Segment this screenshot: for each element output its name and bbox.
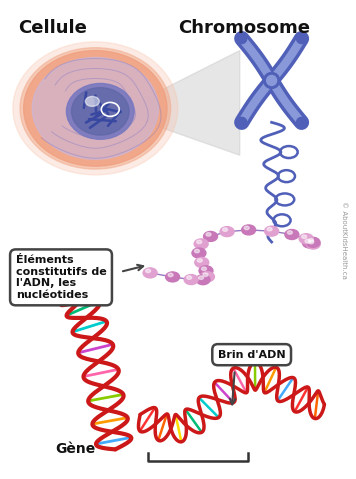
- Ellipse shape: [192, 248, 206, 258]
- Ellipse shape: [146, 269, 151, 273]
- Ellipse shape: [184, 274, 198, 285]
- Ellipse shape: [194, 249, 199, 253]
- Ellipse shape: [265, 226, 279, 236]
- Ellipse shape: [187, 276, 192, 279]
- Ellipse shape: [23, 51, 167, 166]
- Ellipse shape: [306, 237, 320, 247]
- Ellipse shape: [237, 34, 247, 44]
- Ellipse shape: [194, 239, 208, 249]
- Ellipse shape: [237, 117, 247, 127]
- Ellipse shape: [302, 235, 307, 239]
- Text: Éléments
constitutifs de
l'ADN, les
nucléotides: Éléments constitutifs de l'ADN, les nucl…: [16, 255, 106, 300]
- Ellipse shape: [220, 227, 234, 237]
- Text: Chromosome: Chromosome: [178, 19, 310, 36]
- Text: Cellule: Cellule: [19, 19, 88, 36]
- Ellipse shape: [204, 231, 218, 241]
- Ellipse shape: [168, 273, 173, 277]
- Ellipse shape: [199, 266, 213, 276]
- Text: Gène: Gène: [56, 443, 96, 456]
- Ellipse shape: [297, 117, 307, 127]
- Ellipse shape: [195, 258, 209, 267]
- Ellipse shape: [267, 228, 272, 231]
- Ellipse shape: [206, 233, 211, 236]
- Text: Brin d'ADN: Brin d'ADN: [218, 350, 286, 360]
- Ellipse shape: [67, 83, 134, 139]
- Ellipse shape: [305, 239, 310, 243]
- Ellipse shape: [303, 238, 316, 248]
- Ellipse shape: [85, 96, 99, 106]
- Ellipse shape: [309, 240, 314, 244]
- Ellipse shape: [203, 273, 208, 276]
- Ellipse shape: [306, 239, 320, 249]
- Ellipse shape: [222, 228, 227, 231]
- Ellipse shape: [297, 34, 307, 44]
- Ellipse shape: [242, 225, 256, 235]
- Ellipse shape: [199, 276, 204, 279]
- Ellipse shape: [32, 57, 158, 160]
- Ellipse shape: [13, 42, 178, 175]
- Ellipse shape: [197, 240, 201, 244]
- Ellipse shape: [20, 47, 171, 169]
- Ellipse shape: [287, 231, 292, 234]
- Ellipse shape: [72, 88, 129, 135]
- Ellipse shape: [201, 267, 206, 271]
- Polygon shape: [129, 51, 240, 155]
- Ellipse shape: [166, 272, 179, 282]
- Ellipse shape: [264, 72, 279, 89]
- Ellipse shape: [267, 76, 277, 85]
- Text: © AboutKidsHealth.ca: © AboutKidsHealth.ca: [341, 201, 347, 279]
- Ellipse shape: [196, 274, 210, 285]
- Ellipse shape: [197, 259, 202, 262]
- Ellipse shape: [200, 272, 214, 282]
- Ellipse shape: [299, 234, 313, 244]
- Ellipse shape: [143, 268, 157, 278]
- Ellipse shape: [309, 239, 314, 242]
- Ellipse shape: [285, 229, 299, 240]
- Ellipse shape: [244, 226, 249, 229]
